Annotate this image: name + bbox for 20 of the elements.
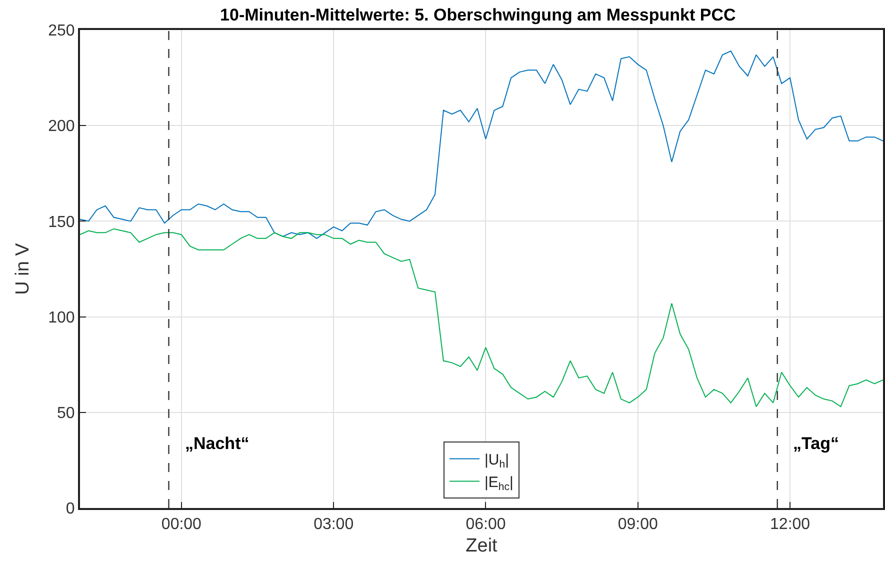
legend-label: |E$_{hc}$| xyxy=(484,474,514,494)
legend-label: |U$_{h}$| xyxy=(484,452,509,471)
y-axis-title: U in V xyxy=(12,242,34,295)
ref-line-label: „Nacht“ xyxy=(185,434,250,453)
chart-title: 10-Minuten-Mittelwerte: 5. Oberschwingung am Messpunkt PCC xyxy=(220,6,736,25)
x-tick-label: 03:00 xyxy=(314,516,354,534)
y-tick-label: 50 xyxy=(57,405,75,422)
x-tick-label: 12:00 xyxy=(770,516,810,534)
line-series xyxy=(80,228,883,408)
x-tick-label: 09:00 xyxy=(618,516,658,534)
line-series xyxy=(80,50,883,239)
x-tick-label: 06:00 xyxy=(466,516,506,534)
y-tick-label: 100 xyxy=(48,309,75,326)
y-tick-label: 200 xyxy=(48,118,75,136)
ref-line-label: „Tag“ xyxy=(793,434,839,453)
y-tick-label: 0 xyxy=(66,500,75,518)
x-tick-label: 00:00 xyxy=(161,516,202,534)
x-axis-title: Zeit xyxy=(466,536,498,556)
y-tick-label: 250 xyxy=(48,22,75,40)
y-tick-label: 150 xyxy=(48,214,75,231)
